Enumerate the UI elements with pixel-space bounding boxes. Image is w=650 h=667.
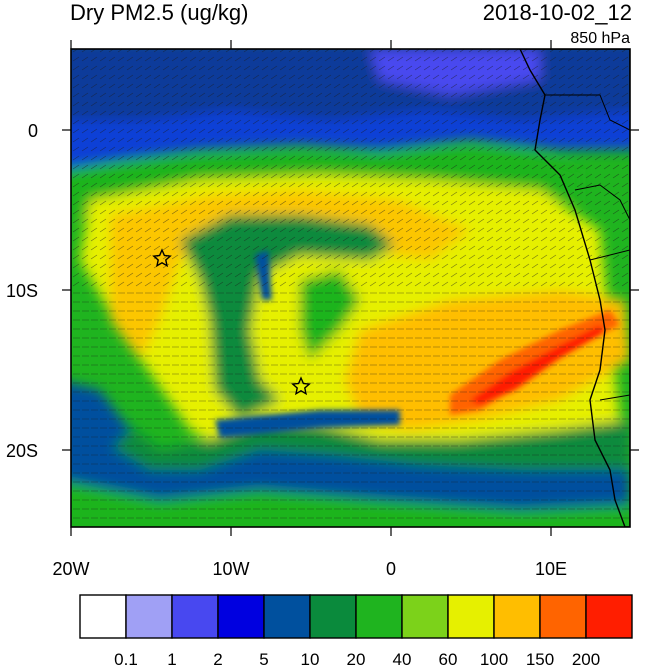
axis-ticks xyxy=(62,40,639,536)
colorbar-tick-label: 1 xyxy=(167,650,176,667)
pressure-level-label: 850 hPa xyxy=(570,30,630,47)
colorbar xyxy=(79,594,633,639)
colorbar-tick-label: 100 xyxy=(480,650,508,667)
concentration-field xyxy=(71,49,630,527)
colorbar-box xyxy=(585,594,633,639)
x-tick-label: 20W xyxy=(52,559,89,579)
colorbar-tick-label: 150 xyxy=(526,650,554,667)
colorbar-tick-label: 2 xyxy=(213,650,222,667)
x-tick-label: 10W xyxy=(212,559,249,579)
star-marker xyxy=(291,376,311,396)
colorbar-labels: 0.1 1 2 5 10 20 40 60 100 150 200 xyxy=(114,650,600,667)
colorbar-tick-label: 5 xyxy=(259,650,268,667)
colorbar-box xyxy=(125,594,173,639)
y-tick-label: 10S xyxy=(6,281,38,301)
colorbar-box xyxy=(263,594,311,639)
star-marker xyxy=(152,248,172,268)
map-title: Dry PM2.5 (ug/kg) xyxy=(70,0,249,25)
x-tick-label: 0 xyxy=(386,559,396,579)
station-markers xyxy=(152,248,311,396)
datetime-label: 2018-10-02_12 xyxy=(482,0,632,25)
colorbar-box xyxy=(493,594,541,639)
y-tick-label: 0 xyxy=(28,121,38,141)
colorbar-box xyxy=(217,594,265,639)
colorbar-box xyxy=(401,594,449,639)
colorbar-tick-label: 200 xyxy=(572,650,600,667)
colorbar-box xyxy=(171,594,219,639)
colorbar-tick-label: 10 xyxy=(301,650,320,667)
colorbar-box xyxy=(79,594,127,639)
colorbar-tick-label: 20 xyxy=(347,650,366,667)
x-tick-label: 10E xyxy=(535,559,567,579)
colorbar-tick-label: 60 xyxy=(439,650,458,667)
map-frame xyxy=(70,48,631,528)
colorbar-box xyxy=(539,594,587,639)
colorbar-box xyxy=(447,594,495,639)
colorbar-tick-label: 40 xyxy=(393,650,412,667)
colorbar-box xyxy=(355,594,403,639)
y-tick-label: 20S xyxy=(6,441,38,461)
colorbar-box xyxy=(309,594,357,639)
colorbar-tick-label: 0.1 xyxy=(114,650,138,667)
